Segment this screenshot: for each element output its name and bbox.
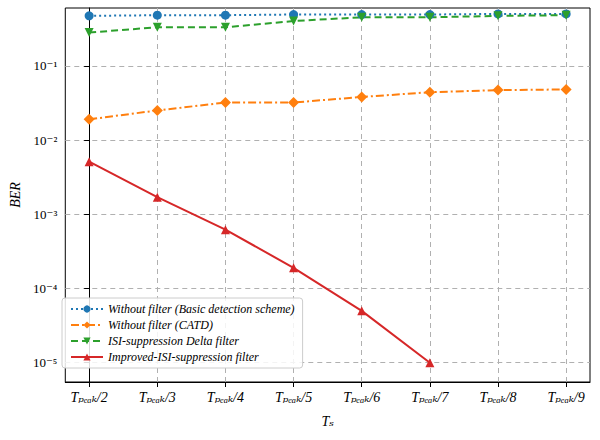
- svg-text:Without filter (CATD): Without filter (CATD): [108, 318, 213, 332]
- svg-text:10⁻³: 10⁻³: [34, 207, 58, 222]
- svg-text:Improved-ISI-suppression filte: Improved-ISI-suppression filter: [107, 350, 259, 364]
- svg-text:10⁻⁴: 10⁻⁴: [33, 281, 58, 296]
- svg-text:Tₚₑₐₖ/8: Tₚₑₐₖ/8: [479, 390, 516, 405]
- svg-text:10⁻²: 10⁻²: [34, 133, 58, 148]
- svg-text:BER: BER: [8, 182, 23, 208]
- svg-text:Tₚₑₐₖ/3: Tₚₑₐₖ/3: [139, 390, 176, 405]
- svg-text:Tₚₑₐₖ/6: Tₚₑₐₖ/6: [343, 390, 380, 405]
- svg-text:Without filter (Basic detectio: Without filter (Basic detection scheme): [108, 302, 295, 316]
- svg-text:ISI-suppression Delta filter: ISI-suppression Delta filter: [107, 334, 239, 348]
- svg-text:Tₚₑₐₖ/5: Tₚₑₐₖ/5: [275, 390, 312, 405]
- svg-text:Tₚₑₐₖ/2: Tₚₑₐₖ/2: [71, 390, 108, 405]
- svg-text:Tₚₑₐₖ/9: Tₚₑₐₖ/9: [548, 390, 585, 405]
- svg-text:10⁻¹: 10⁻¹: [34, 58, 58, 73]
- svg-text:Tₛ: Tₛ: [321, 414, 334, 429]
- svg-text:Tₚₑₐₖ/4: Tₚₑₐₖ/4: [207, 390, 244, 405]
- svg-text:10⁻⁵: 10⁻⁵: [33, 355, 57, 370]
- svg-text:Tₚₑₐₖ/7: Tₚₑₐₖ/7: [411, 390, 449, 405]
